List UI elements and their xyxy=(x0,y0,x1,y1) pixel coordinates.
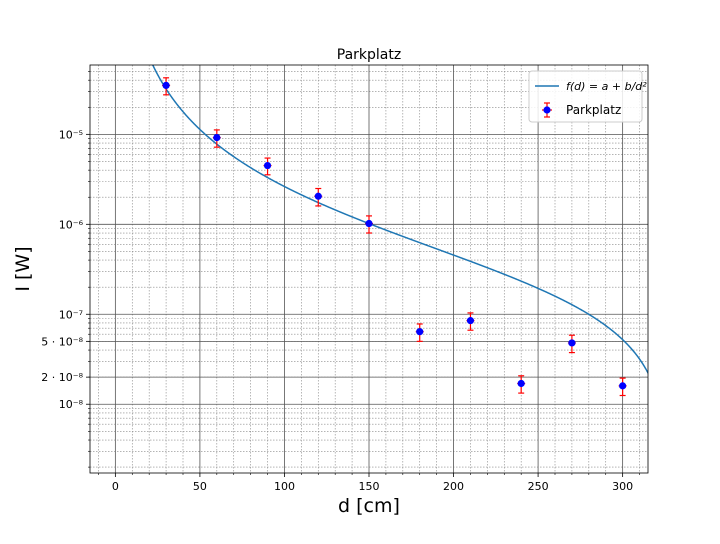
y-tick-label: 5 · 10⁻⁸ xyxy=(41,335,83,348)
data-point xyxy=(314,187,323,207)
legend-points-label: Parkplatz xyxy=(566,103,621,117)
y-axis-ticks: 10⁻⁸ 10⁻⁷ 10⁻⁶ 10⁻⁵ 2 · 10⁻⁸ 5 · 10⁻⁸ xyxy=(41,71,90,468)
data-marker xyxy=(365,219,373,228)
fit-layer xyxy=(151,65,648,375)
y-tick-label: 10⁻⁸ xyxy=(59,398,84,411)
y-tick-label: 10⁻⁵ xyxy=(59,128,83,141)
data-marker xyxy=(416,328,424,336)
data-marker xyxy=(568,339,576,347)
x-axis-label: d [cm] xyxy=(338,495,400,517)
data-point xyxy=(212,129,221,148)
data-point xyxy=(415,323,424,342)
legend: f(d) = a + b/d² Parkplatz xyxy=(528,70,647,123)
x-axis-ticks: 0 50 100 150 200 250 300 xyxy=(98,473,640,493)
data-point xyxy=(365,215,373,234)
legend-fit-label: f(d) = a + b/d² xyxy=(566,80,647,93)
data-marker xyxy=(263,161,272,170)
x-tick-label: 50 xyxy=(193,480,207,493)
y-tick-label: 10⁻⁷ xyxy=(59,308,83,321)
data-point xyxy=(618,377,627,397)
data-point xyxy=(466,312,475,331)
grid xyxy=(90,65,648,473)
data-point xyxy=(162,77,171,96)
y-tick-label: 2 · 10⁻⁸ xyxy=(41,371,83,384)
data-marker xyxy=(162,81,170,90)
y-tick-label: 10⁻⁶ xyxy=(59,218,84,231)
x-tick-label: 200 xyxy=(443,480,464,493)
data-marker xyxy=(466,317,475,325)
data-point xyxy=(517,375,526,394)
data-marker xyxy=(619,382,627,390)
x-tick-label: 0 xyxy=(112,480,119,493)
x-tick-label: 100 xyxy=(274,480,295,493)
data-points-layer xyxy=(162,77,627,397)
data-point xyxy=(263,157,272,176)
legend-errorbar-swatch xyxy=(542,102,552,118)
data-marker xyxy=(213,134,221,142)
legend-box xyxy=(528,70,643,123)
fit-curve xyxy=(151,65,648,375)
x-tick-label: 300 xyxy=(612,480,633,493)
data-marker xyxy=(517,379,525,388)
x-tick-label: 250 xyxy=(528,480,549,493)
chart-title: Parkplatz xyxy=(337,47,401,63)
x-tick-label: 150 xyxy=(359,480,380,493)
data-marker xyxy=(314,192,322,200)
y-axis-label: I [W] xyxy=(12,246,34,291)
data-point xyxy=(567,334,576,354)
